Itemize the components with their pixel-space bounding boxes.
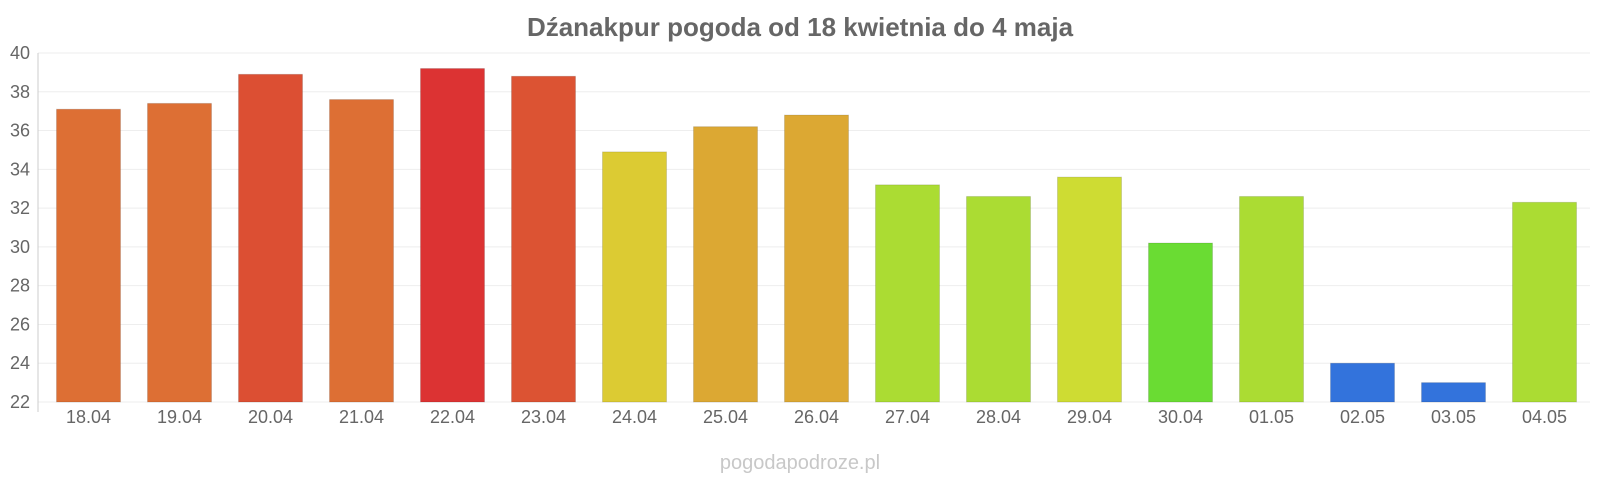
x-tick-label: 27.04 — [885, 407, 930, 427]
bar-02.05 — [1330, 362, 1395, 403]
x-tick-label: 24.04 — [612, 407, 657, 427]
x-tick-label: 30.04 — [1158, 407, 1203, 427]
bar-30.04 — [1148, 242, 1213, 403]
chart-title: Dźanakpur pogoda od 18 kwietnia do 4 maj… — [527, 12, 1074, 42]
bar-03.05 — [1421, 382, 1486, 403]
x-tick-label: 04.05 — [1522, 407, 1567, 427]
x-tick-label: 18.04 — [66, 407, 111, 427]
bar-20.04 — [238, 73, 303, 403]
y-tick-label: 32 — [10, 198, 30, 218]
bar-21.04 — [329, 99, 394, 403]
bar-22.04 — [420, 68, 485, 403]
x-tick-label: 20.04 — [248, 407, 293, 427]
x-tick-label: 01.05 — [1249, 407, 1294, 427]
y-tick-label: 28 — [10, 276, 30, 296]
y-tick-label: 38 — [10, 82, 30, 102]
x-axis-ticks: 18.04 19.04 20.04 21.04 22.04 23.04 24.04 25.04… — [66, 407, 1567, 427]
x-tick-label: 25.04 — [703, 407, 748, 427]
bar-28.04 — [966, 195, 1031, 403]
x-tick-label: 22.04 — [430, 407, 475, 427]
bar-01.05 — [1239, 195, 1304, 403]
y-tick-label: 34 — [10, 159, 30, 179]
x-tick-label: 19.04 — [157, 407, 202, 427]
bars — [56, 68, 1577, 403]
bar-24.04 — [602, 151, 667, 403]
bar-04.05 — [1512, 201, 1577, 403]
y-tick-label: 36 — [10, 121, 30, 141]
watermark: pogodapodroze.pl — [720, 452, 880, 474]
x-tick-label: 21.04 — [339, 407, 384, 427]
bar-23.04 — [511, 75, 576, 403]
x-tick-label: 29.04 — [1067, 407, 1112, 427]
x-tick-label: 23.04 — [521, 407, 566, 427]
bar-26.04 — [784, 114, 849, 403]
x-tick-label: 02.05 — [1340, 407, 1385, 427]
x-tick-label: 28.04 — [976, 407, 1021, 427]
y-tick-label: 26 — [10, 314, 30, 334]
x-tick-label: 26.04 — [794, 407, 839, 427]
bar-29.04 — [1057, 176, 1122, 403]
y-tick-label: 40 — [10, 43, 30, 63]
x-tick-label: 03.05 — [1431, 407, 1476, 427]
bar-18.04 — [56, 108, 121, 403]
y-tick-label: 30 — [10, 237, 30, 257]
y-tick-label: 22 — [10, 392, 30, 412]
bar-27.04 — [875, 184, 940, 403]
y-tick-label: 24 — [10, 353, 30, 373]
y-axis-ticks: 22 24 26 28 30 32 34 36 38 40 — [10, 43, 30, 412]
bar-25.04 — [693, 126, 758, 403]
bar-19.04 — [147, 102, 212, 403]
